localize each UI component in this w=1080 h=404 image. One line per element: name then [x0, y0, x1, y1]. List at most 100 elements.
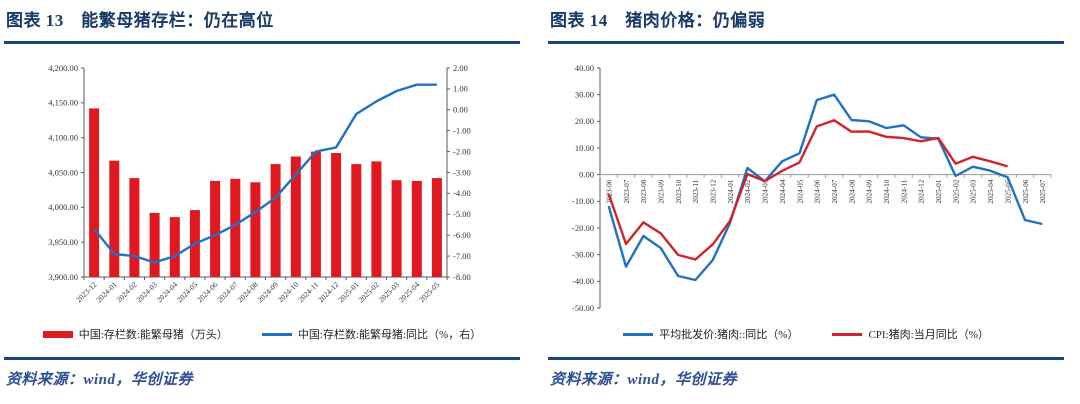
axis-tick-label: 2025-04 — [397, 280, 421, 304]
axis-tick-label: 2024-07 — [831, 179, 839, 203]
bar — [210, 180, 221, 277]
axis-tick-label: -40.00 — [572, 276, 594, 286]
figure-13-panel: 图表 13 能繁母猪存栏：仍在高位 4,200.00 4,150.00 4,100.… — [4, 0, 520, 404]
axis-tick-label: -5.00 — [453, 209, 471, 219]
axis-tick-label: 4,100.00 — [48, 132, 78, 142]
axis-tick-label: -10.00 — [572, 196, 594, 206]
axis-tick-label: 2025-01 — [336, 280, 360, 304]
figure-14-title-rule — [548, 41, 1064, 44]
bar — [431, 178, 442, 277]
figure-13-bottom-rule — [4, 357, 520, 360]
axis-tick-label: 2024-06 — [195, 280, 219, 304]
axis-tick-label: 4,150.00 — [48, 98, 78, 108]
axis-tick-label: -7.00 — [453, 251, 471, 261]
bar — [149, 212, 160, 277]
legend-line-swatch — [261, 332, 292, 336]
figure-13-title: 图表 13 能繁母猪存栏：仍在高位 — [6, 11, 274, 30]
legend-line-swatch — [832, 332, 863, 336]
axis-tick-label: -8.00 — [453, 272, 471, 282]
axis-tick-label: 2024-04 — [779, 179, 787, 203]
axis-tick-label: 2024-02 — [744, 179, 752, 203]
axis-tick-label: 3,900.00 — [48, 272, 78, 282]
bar — [109, 160, 120, 277]
axis-tick-label: 4,050.00 — [48, 167, 78, 177]
axis-tick-label: -20.00 — [572, 223, 594, 233]
axis-tick-label: 2023-12 — [710, 179, 718, 203]
axis-tick-label: 2024-12 — [918, 179, 926, 203]
axis-tick-label: 2024-03 — [762, 179, 770, 203]
sow-inventory-bars — [89, 108, 442, 278]
sow-inventory-chart: 4,200.00 4,150.00 4,100.00 4,050.00 4,000.00… — [48, 63, 471, 305]
bar — [290, 156, 301, 277]
axis-tick-label: 2024-11 — [900, 179, 908, 203]
yoy-line — [93, 83, 437, 264]
bar — [411, 180, 422, 277]
bar — [331, 153, 342, 277]
axis-tick-label: 2025-06 — [1022, 179, 1030, 203]
axis-tick-label: 2025-05 — [1004, 179, 1012, 203]
axis-tick-label: 2023-08 — [640, 179, 648, 203]
axis-tick-label: -4.00 — [453, 188, 471, 198]
axis-tick-label: -30.00 — [572, 249, 594, 259]
pork-price-chart: 40.00 30.00 20.00 10.00 0.00 -10.00 -20.00 -30.… — [572, 63, 1052, 313]
figure-13-legend: 中国:存栏数:能繁母猪（万头） 中国:存栏数:能繁母猪:同比（%，右） — [4, 326, 520, 342]
bar — [270, 164, 281, 277]
figure-14-title: 图表 14 猪肉价格：仍偏弱 — [550, 11, 766, 30]
figure-14-panel: 图表 14 猪肉价格：仍偏弱 40.00 30.00 20.00 10.00 0.00 -… — [548, 0, 1064, 404]
axis-tick-label: 2025-05 — [417, 280, 441, 304]
axis-tick-label: 2024-05 — [175, 280, 199, 304]
legend-line-swatch — [623, 332, 654, 336]
bar — [351, 164, 362, 277]
bar — [230, 178, 241, 277]
axis-tick-label: 2024-01 — [94, 280, 118, 304]
axis-tick-label: 2024-09 — [256, 280, 280, 304]
legend-label: 平均批发价:猪肉::同比（%） — [659, 329, 799, 341]
axis-tick-label: -3.00 — [453, 167, 471, 177]
axis-tick-label: 2.00 — [453, 63, 468, 73]
figure-14-chart-area: 40.00 30.00 20.00 10.00 0.00 -10.00 -20.00 -30.… — [548, 55, 1064, 328]
axis-tick-label: 2025-03 — [970, 179, 978, 203]
axis-tick-label: -50.00 — [572, 303, 594, 313]
bar — [250, 182, 261, 277]
series-line-0 — [607, 93, 1043, 282]
axis-tick-label: 2024-09 — [866, 179, 874, 203]
axis-tick-label: 2023-12 — [74, 280, 98, 304]
axis-tick-label: 2024-12 — [316, 280, 340, 304]
bar — [129, 178, 140, 277]
series-line-1 — [607, 119, 1008, 261]
axis-tick-label: 2024-08 — [236, 280, 260, 304]
axis-tick-label: 2023-06 — [605, 179, 613, 203]
axis-tick-label: 2024-03 — [135, 280, 159, 304]
axis-tick-label: -2.00 — [453, 146, 471, 156]
figure-13-source: 资料来源：wind，华创证券 — [6, 372, 194, 388]
axis-tick-label: 2024-02 — [115, 280, 139, 304]
axis-tick-label: 0.00 — [579, 169, 594, 179]
axis-tick-label: 2023-10 — [675, 179, 683, 203]
bar — [89, 108, 100, 278]
axis-tick-label: 2025-02 — [357, 280, 381, 304]
axis-tick-label: 2024-04 — [155, 280, 179, 304]
axis-tick-label: 2025-01 — [935, 179, 943, 203]
bar — [391, 180, 402, 277]
legend-label: 中国:存栏数:能繁母猪（万头） — [78, 329, 228, 341]
legend-item: 中国:存栏数:能繁母猪:同比（%，右） — [261, 326, 481, 342]
axis-tick-label: 2023-07 — [623, 179, 631, 203]
legend-bar-swatch — [42, 330, 73, 338]
axis-tick-label: 2025-03 — [377, 280, 401, 304]
axis-tick-label: 0.00 — [453, 105, 468, 115]
bar — [371, 161, 382, 277]
axis-tick-label: 2024-10 — [276, 280, 300, 304]
axis-tick-label: 30.00 — [575, 89, 594, 99]
axis-tick-label: 4,200.00 — [48, 63, 78, 73]
axis-tick-label: 1.00 — [453, 84, 468, 94]
axis-tick-label: 2025-04 — [987, 179, 995, 203]
axis-tick-label: 2024-07 — [215, 280, 239, 304]
axis-tick-label: 2024-05 — [796, 179, 804, 203]
axis-tick-label: 2023-09 — [658, 179, 666, 203]
legend-item: 平均批发价:猪肉::同比（%） — [623, 326, 798, 342]
axis-tick-label: 2025-07 — [1039, 179, 1047, 203]
legend-item: 中国:存栏数:能繁母猪（万头） — [42, 326, 228, 342]
axis-tick-label: 2023-11 — [692, 179, 700, 203]
axis-tick-label: 20.00 — [575, 116, 594, 126]
